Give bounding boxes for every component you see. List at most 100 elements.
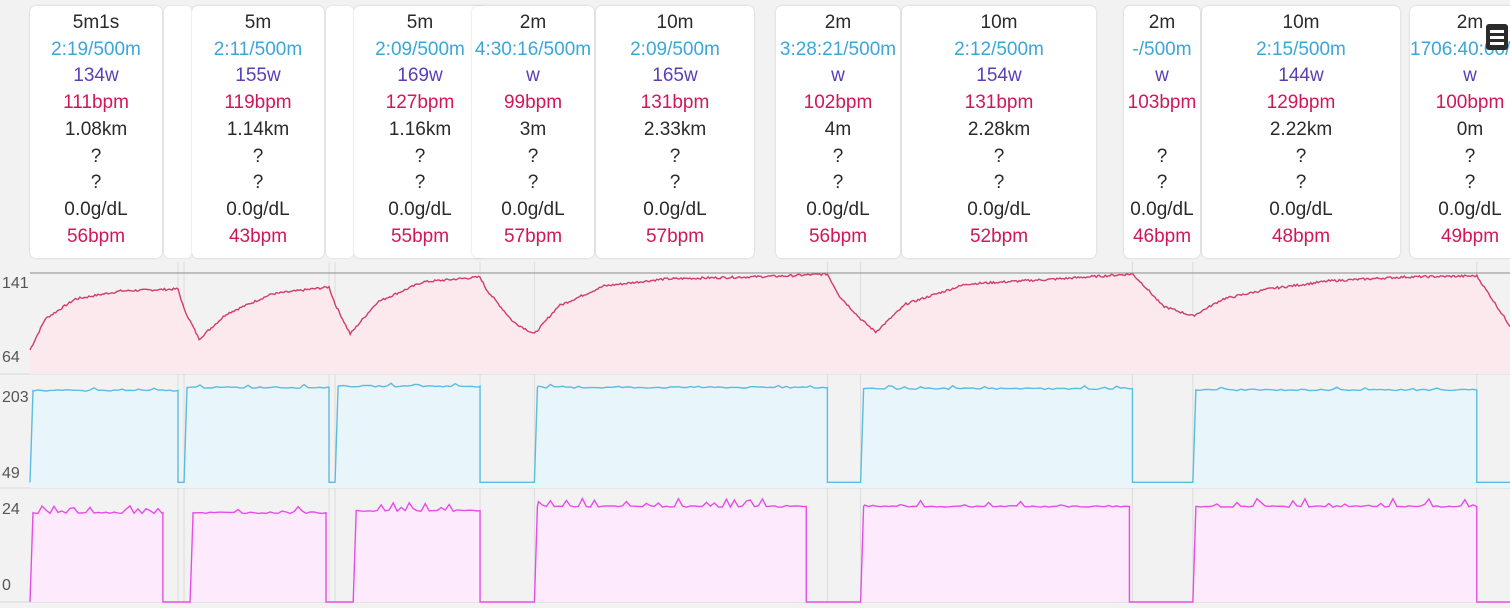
- interval-hr: 103bpm: [1127, 92, 1197, 114]
- interval-rest-hr: 56bpm: [808, 225, 868, 247]
- interval-lactate: 0.0g/dL: [388, 198, 452, 220]
- tick-top: 24: [2, 501, 20, 518]
- interval-distance: 1.14km: [226, 118, 290, 140]
- interval-distance: 2.22km: [1269, 118, 1333, 140]
- interval-card[interactable]: 5m 2:09/500m 169w 127bpm 1.16km?? 0.0g/dL 55bp…: [354, 6, 486, 258]
- interval-split: 2:19/500m: [51, 38, 141, 60]
- interval-duration: 5m: [244, 12, 272, 33]
- interval-card[interactable]: 5m1s 2:19/500m 134w 111bpm 1.08km?? 0.0g/dL 56…: [30, 6, 162, 258]
- tick-bottom: 0: [2, 577, 11, 594]
- interval-q2: ?: [90, 172, 102, 194]
- interval-q2: ?: [527, 172, 539, 194]
- interval-split: 4:30:16/500m: [474, 38, 592, 60]
- interval-rest-hr: 49bpm: [1440, 225, 1500, 247]
- interval-split: 3:28:21/500m: [779, 38, 897, 60]
- tick-top: 203: [2, 389, 29, 406]
- interval-lactate: 0.0g/dL: [643, 198, 707, 220]
- interval-rest-hr: 46bpm: [1132, 225, 1192, 247]
- interval-split: -/500m: [1132, 38, 1192, 60]
- tick-bottom: 49: [2, 465, 20, 482]
- interval-q2: ?: [669, 172, 681, 194]
- interval-rest-hr: 57bpm: [645, 225, 705, 247]
- interval-duration: 10m: [1282, 12, 1320, 33]
- interval-summary-strip: 5m1s 2:19/500m 134w 111bpm 1.08km?? 0.0g/dL 56…: [0, 0, 1510, 262]
- interval-q2: ?: [414, 172, 426, 194]
- interval-distance: 4m: [824, 118, 852, 140]
- interval-q2: ?: [993, 172, 1005, 194]
- interval-watts: w: [1155, 65, 1169, 87]
- interval-split: 2:09/500m: [375, 38, 465, 60]
- power-panel: 203 49: [2, 382, 1510, 488]
- interval-hr: 119bpm: [224, 92, 292, 114]
- interval-card[interactable]: 2m 3:28:21/500m w 102bpm 4m?? 0.0g/dL 56bpm: [776, 6, 900, 258]
- interval-watts: 154w: [976, 65, 1022, 87]
- interval-card[interactable]: 10m 2:12/500m 154w 131bpm 2.28km?? 0.0g/dL 52b…: [902, 6, 1096, 258]
- hr-tick-top: 141: [2, 275, 29, 292]
- interval-duration: 10m: [656, 12, 694, 33]
- interval-split: 1706:40:00/500m: [1410, 38, 1510, 60]
- export-icon[interactable]: [1486, 24, 1508, 50]
- interval-rest-hr: 57bpm: [503, 225, 563, 247]
- interval-rest-hr: 52bpm: [969, 225, 1029, 247]
- interval-q1: ?: [414, 145, 426, 167]
- interval-lactate: 0.0g/dL: [501, 198, 565, 220]
- interval-distance: 2.33km: [643, 118, 707, 140]
- interval-q1: ?: [832, 145, 844, 167]
- interval-watts: 134w: [73, 65, 119, 87]
- interval-card[interactable]: 2m 4:30:16/500m w 99bpm 3m?? 0.0g/dL 57bpm: [472, 6, 594, 258]
- interval-q2: ?: [1156, 172, 1168, 194]
- interval-lactate: 0.0g/dL: [1438, 198, 1502, 220]
- interval-duration: 10m: [980, 12, 1018, 33]
- stroke-rate-line: [29, 497, 1510, 603]
- interval-q1: ?: [1464, 145, 1476, 167]
- interval-rest-hr: 43bpm: [228, 225, 288, 247]
- interval-q1: ?: [993, 145, 1005, 167]
- interval-duration: 2m: [519, 12, 547, 33]
- interval-watts: w: [1463, 65, 1477, 87]
- interval-hr: 99bpm: [503, 92, 563, 114]
- interval-split: 2:15/500m: [1256, 38, 1346, 60]
- interval-q1: ?: [669, 145, 681, 167]
- heart-rate-line: [29, 272, 1510, 351]
- interval-q1: ?: [1295, 145, 1307, 167]
- interval-rest-hr: 48bpm: [1271, 225, 1331, 247]
- interval-q1: ?: [527, 145, 539, 167]
- interval-card[interactable]: 10m 2:15/500m 144w 129bpm 2.22km?? 0.0g/dL 48b…: [1202, 6, 1400, 258]
- interval-watts: 155w: [235, 65, 281, 87]
- interval-duration: 2m: [1148, 12, 1176, 33]
- interval-gap-card: [164, 6, 192, 258]
- interval-duration: 2m: [1456, 12, 1484, 33]
- interval-watts: 169w: [397, 65, 443, 87]
- interval-q1: ?: [252, 145, 264, 167]
- interval-lactate: 0.0g/dL: [806, 198, 870, 220]
- interval-hr: 129bpm: [1266, 92, 1336, 114]
- heart-rate-panel: 141 64: [2, 272, 1510, 374]
- interval-lactate: 0.0g/dL: [1269, 198, 1333, 220]
- interval-split: 2:12/500m: [954, 38, 1044, 60]
- interval-hr: 102bpm: [803, 92, 873, 114]
- heart-rate-area: [30, 273, 1510, 374]
- interval-watts: w: [526, 65, 540, 87]
- interval-distance: 2.28km: [967, 118, 1031, 140]
- interval-q2: ?: [1295, 172, 1307, 194]
- interval-lactate: 0.0g/dL: [967, 198, 1031, 220]
- interval-watts: 144w: [1278, 65, 1324, 87]
- interval-hr: 100bpm: [1435, 92, 1505, 114]
- power-area: [30, 383, 1510, 488]
- interval-distance: 1.08km: [64, 118, 128, 140]
- interval-card[interactable]: 10m 2:09/500m 165w 131bpm 2.33km?? 0.0g/dL 57b…: [596, 6, 754, 258]
- interval-duration: 2m: [824, 12, 852, 33]
- interval-distance: 0m: [1456, 118, 1484, 140]
- power-line: [29, 382, 1510, 484]
- interval-watts: 165w: [652, 65, 698, 87]
- interval-lactate: 0.0g/dL: [1130, 198, 1194, 220]
- interval-hr: 131bpm: [640, 92, 710, 114]
- stroke-rate-panel: 24 0: [2, 497, 1510, 603]
- interval-lactate: 0.0g/dL: [64, 198, 128, 220]
- interval-rest-hr: 56bpm: [66, 225, 126, 247]
- interval-card[interactable]: 5m 2:11/500m 155w 119bpm 1.14km?? 0.0g/dL 43bp…: [192, 6, 324, 258]
- workout-charts: 141 64 203 49 24 0: [0, 262, 1510, 603]
- interval-gap-card: [326, 6, 354, 258]
- interval-distance: 1.16km: [388, 118, 452, 140]
- interval-card[interactable]: 2m -/500m w 103bpm?? 0.0g/dL 46bpm: [1124, 6, 1200, 258]
